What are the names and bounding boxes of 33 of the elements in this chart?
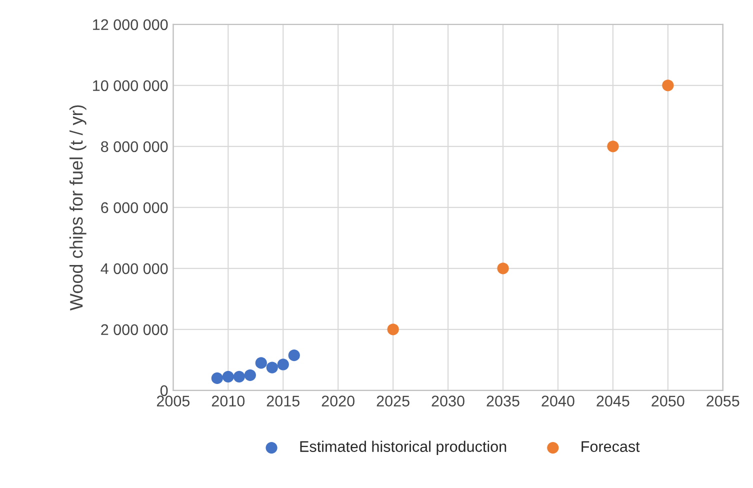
x-tick-label: 2015 [266,396,300,406]
point [255,357,267,369]
x-tick-label: 2040 [542,396,574,406]
x-tick-label: 2025 [376,396,410,406]
point [211,372,223,384]
y-tick-label: 4 000 000 [100,263,168,274]
x-tick-label: 2020 [322,396,354,406]
y-axis-title: Wood chips for fuel (t / yr) [69,105,86,311]
x-tick-label: 2030 [432,396,464,406]
y-tick-label: 10 000 000 [93,80,168,92]
y-tick-label: 0 [160,385,168,396]
legend-label: Forecast [582,441,640,452]
point [288,350,300,362]
point [387,324,399,336]
legend-label: Estimated historical production [300,440,506,455]
y-tick-label: 6 000 000 [101,202,168,214]
x-tick-label: 2045 [596,396,630,406]
x-tick-label: 2055 [706,396,740,406]
point [222,370,234,382]
point [277,358,289,370]
x-tick-label: 2050 [652,396,684,406]
point [607,140,619,152]
point [244,369,256,381]
y-tick-label: 12 000 000 [93,19,168,30]
y-tick-label: 2 000 000 [101,324,168,336]
x-tick-label: 2010 [212,396,245,406]
point [497,262,509,274]
x-tick-label: 2035 [486,396,520,406]
x-tick-label: 2005 [156,396,190,406]
y-tick-label: 8 000 000 [101,141,168,152]
point [233,370,245,382]
point [662,80,674,92]
point [266,362,278,374]
